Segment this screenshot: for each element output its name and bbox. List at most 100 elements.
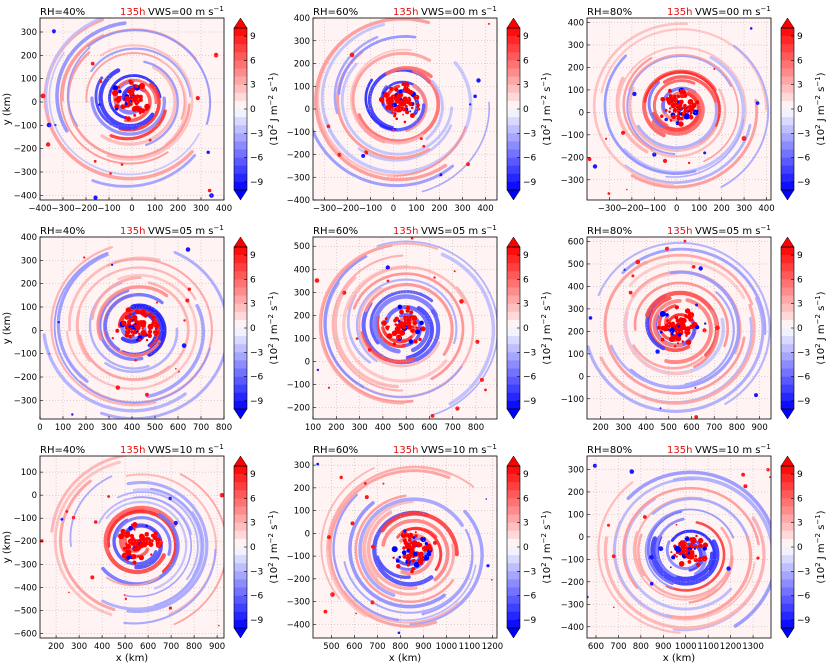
spiral-band — [384, 305, 430, 353]
colorbar-level — [234, 360, 247, 369]
x-tick-label: 800 — [633, 642, 649, 652]
panel-1: −400 −300 −200 −100 0 100 200 300 400−400−300−20… — [2, 5, 280, 214]
y-tick-label: 100 — [568, 86, 584, 96]
x-tick-label: −100 — [97, 204, 120, 214]
colorbar-level — [507, 173, 520, 183]
x-axis-label: x (km) — [389, 653, 422, 664]
outer-speckle — [71, 413, 74, 416]
core-speckle — [396, 334, 402, 340]
colorbar-extend-min — [780, 408, 795, 420]
colorbar-level — [781, 400, 794, 410]
axes-frame — [586, 17, 772, 201]
colorbar-extend-min — [506, 189, 521, 201]
spiral-band — [90, 47, 192, 98]
core-speckle — [405, 308, 410, 313]
core-speckle — [673, 553, 676, 557]
spiral-band — [109, 109, 167, 141]
spiral-band — [333, 276, 399, 389]
core-speckle — [148, 312, 153, 317]
colorbar-level — [507, 319, 520, 329]
outer-speckle — [402, 113, 404, 116]
y-tick-label: 0 — [32, 491, 37, 501]
x-tick-label: 400 — [375, 423, 391, 433]
colorbar-level — [507, 303, 520, 313]
spiral-band — [399, 313, 422, 348]
core-speckle — [412, 320, 418, 326]
core-speckle — [415, 326, 418, 329]
core-speckle — [150, 315, 157, 321]
core-speckle — [130, 87, 136, 93]
core-speckle — [415, 329, 421, 335]
spiral-band — [143, 60, 179, 147]
grid — [587, 18, 771, 200]
core-speckle — [150, 539, 154, 543]
y-tick-label: 0 — [579, 372, 584, 382]
x-tick-label: 100 — [147, 204, 163, 214]
y-tick-label: 0 — [579, 533, 584, 543]
core-speckle — [665, 313, 669, 317]
core-speckle — [685, 334, 688, 337]
x-tick-label: 200 — [78, 423, 94, 433]
colorbar-extend-min — [780, 189, 795, 201]
colorbar-level — [781, 149, 794, 158]
axes-frame — [39, 455, 225, 639]
colorbar-tick-label: 6 — [250, 275, 256, 285]
colorbar-level — [507, 490, 520, 499]
colorbar: 9 6 3 0 −3 −6 −9 (102 J m−2 s−1) — [233, 17, 280, 201]
core-speckle — [403, 315, 409, 321]
core-speckle — [145, 524, 148, 528]
core-speckle — [659, 330, 663, 334]
spiral-band — [386, 126, 467, 177]
core-speckle — [674, 545, 680, 552]
core-speckle — [677, 342, 679, 345]
colorbar-level — [234, 474, 247, 483]
core-speckle — [681, 340, 684, 343]
colorbar-tick-label: −3 — [797, 129, 810, 139]
colorbar-level — [781, 157, 794, 166]
outer-speckle — [756, 556, 760, 560]
core-speckle — [404, 542, 412, 549]
core-speckle — [414, 534, 418, 538]
colorbar-tick-label: 9 — [250, 470, 256, 480]
core-speckle — [683, 103, 687, 108]
axes: −300 −200 −100 0 100 200 300 400−400−300−200−10… — [287, 14, 494, 214]
colorbar-level — [507, 384, 520, 394]
spiral-band — [75, 266, 197, 363]
panel-6: 200 300 400 500 600 700 800 900 −100 0 100 200 300 40… — [561, 224, 827, 433]
core-speckle — [408, 101, 413, 107]
colorbar-level — [781, 482, 794, 491]
spiral-band — [381, 518, 450, 582]
core-speckle — [664, 109, 668, 112]
core-speckle — [134, 545, 138, 549]
y-tick-label: 200 — [21, 51, 37, 61]
y-tick-label: −100 — [14, 514, 37, 524]
colorbar-level — [507, 360, 520, 369]
x-tick-label: 400 — [124, 423, 140, 433]
spiral-band — [665, 521, 726, 592]
core-speckle — [391, 111, 394, 114]
y-tick-label: −200 — [14, 373, 37, 383]
spiral-band — [101, 512, 180, 586]
outer-speckle — [691, 265, 696, 269]
core-speckle — [676, 116, 681, 121]
core-speckle — [410, 328, 415, 333]
colorbar: 9 6 3 0 −3 −6 −9 (102 J m−2 s−1) — [506, 236, 553, 420]
outer-speckle — [185, 247, 191, 252]
x-tick-label: 500 — [147, 423, 163, 433]
spiral-band — [320, 467, 376, 600]
panel-time-label: 135h — [120, 226, 145, 237]
spiral-band — [67, 256, 161, 332]
outer-speckle — [370, 544, 376, 549]
x-tick-label: 1000 — [675, 642, 697, 652]
core-speckle — [125, 549, 132, 556]
spiral-band — [592, 22, 689, 186]
colorbar-level — [507, 279, 520, 288]
outer-speckle — [587, 157, 592, 161]
colorbar-level — [234, 149, 247, 158]
outer-speckle — [386, 279, 390, 283]
outer-speckle — [635, 259, 641, 265]
colorbar-level — [234, 60, 247, 69]
colorbar-level — [234, 303, 247, 313]
core-speckle — [687, 560, 692, 564]
colorbar-level — [234, 400, 247, 410]
